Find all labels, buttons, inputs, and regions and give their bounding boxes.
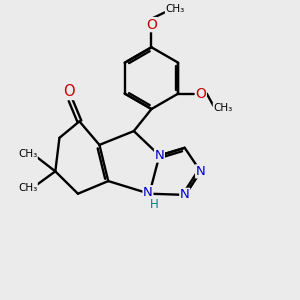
Text: O: O (146, 18, 157, 32)
Text: N: N (154, 149, 164, 162)
Text: CH₃: CH₃ (165, 4, 184, 14)
Text: O: O (63, 85, 75, 100)
Text: CH₃: CH₃ (18, 182, 37, 193)
Text: CH₃: CH₃ (18, 149, 37, 159)
Text: N: N (180, 188, 190, 201)
Text: H: H (150, 198, 159, 212)
Text: N: N (143, 186, 153, 199)
Text: O: O (195, 87, 206, 100)
Text: N: N (196, 165, 206, 178)
Text: CH₃: CH₃ (213, 103, 232, 113)
